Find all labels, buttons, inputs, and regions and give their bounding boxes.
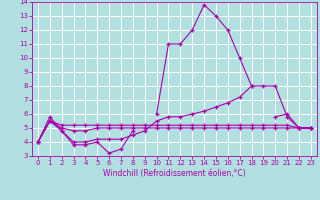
X-axis label: Windchill (Refroidissement éolien,°C): Windchill (Refroidissement éolien,°C) <box>103 169 246 178</box>
